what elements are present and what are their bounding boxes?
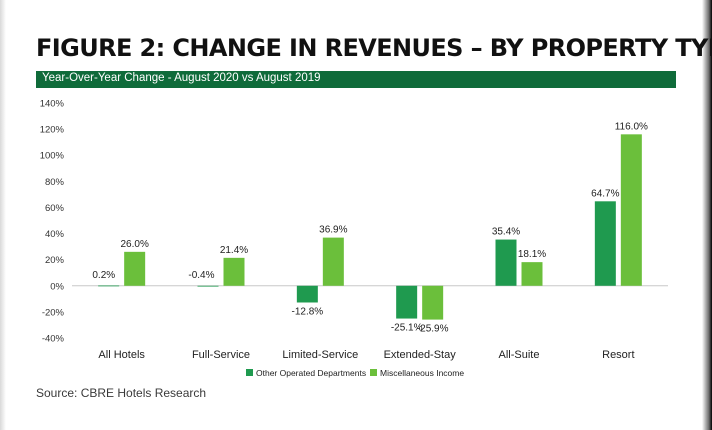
- source-note: Source: CBRE Hotels Research: [36, 386, 207, 400]
- x-category-label: Full-Service: [192, 349, 250, 361]
- x-category-label: Limited-Service: [282, 349, 358, 361]
- data-label: 26.0%: [120, 239, 148, 250]
- subtitle-text: Year-Over-Year Change - August 2020 vs A…: [42, 72, 321, 84]
- data-label: 18.1%: [518, 249, 546, 260]
- frame-left-edge: [0, 0, 6, 430]
- data-label: -0.4%: [188, 270, 214, 281]
- y-tick-label: -40%: [42, 334, 65, 345]
- y-tick-label: 80%: [45, 177, 65, 188]
- y-tick-label: 140%: [40, 99, 65, 110]
- data-label: -25.9%: [417, 324, 449, 335]
- x-category-label: All-Suite: [499, 349, 540, 361]
- data-label: 21.4%: [220, 245, 248, 256]
- subtitle-banner: Year-Over-Year Change - August 2020 vs A…: [36, 71, 676, 88]
- bar-misc-income: [422, 285, 444, 320]
- y-tick-label: 40%: [45, 229, 65, 240]
- figure-title: FIGURE 2: CHANGE IN REVENUES – BY PROPER…: [36, 34, 712, 62]
- frame-right-edge: [702, 0, 712, 430]
- data-label: 35.4%: [492, 227, 520, 238]
- data-label: 36.9%: [319, 225, 347, 236]
- bar-other-operated: [396, 285, 418, 319]
- y-tick-label: 120%: [40, 125, 65, 136]
- bar-misc-income: [322, 237, 344, 286]
- bar-misc-income: [223, 257, 245, 286]
- y-tick-label: 0%: [50, 281, 64, 292]
- bar-misc-income: [521, 262, 543, 286]
- data-label: -25.1%: [391, 323, 423, 334]
- data-label: 64.7%: [591, 188, 619, 199]
- y-tick-label: 100%: [40, 151, 65, 162]
- data-label: 0.2%: [92, 270, 115, 281]
- legend-swatch-misc-income: [370, 369, 377, 376]
- x-category-label: Extended-Stay: [384, 349, 457, 361]
- legend-label: Miscellaneous Income: [380, 368, 464, 378]
- data-label: -12.8%: [291, 306, 323, 317]
- x-category-label: Resort: [602, 349, 634, 361]
- bar-other-operated: [197, 285, 219, 287]
- bar-other-operated: [98, 285, 120, 287]
- y-tick-label: 20%: [45, 255, 65, 266]
- y-tick-label: -20%: [42, 307, 65, 318]
- x-category-label: All Hotels: [98, 349, 145, 361]
- legend-swatch-other-operated: [246, 369, 253, 376]
- bar-other-operated: [594, 201, 616, 286]
- y-tick-label: 60%: [45, 203, 65, 214]
- data-label: 116.0%: [615, 121, 648, 132]
- bar-other-operated: [495, 239, 517, 286]
- bar-other-operated: [296, 285, 318, 303]
- bar-misc-income: [620, 134, 642, 286]
- bar-misc-income: [124, 251, 146, 286]
- legend-label: Other Operated Departments: [256, 368, 366, 378]
